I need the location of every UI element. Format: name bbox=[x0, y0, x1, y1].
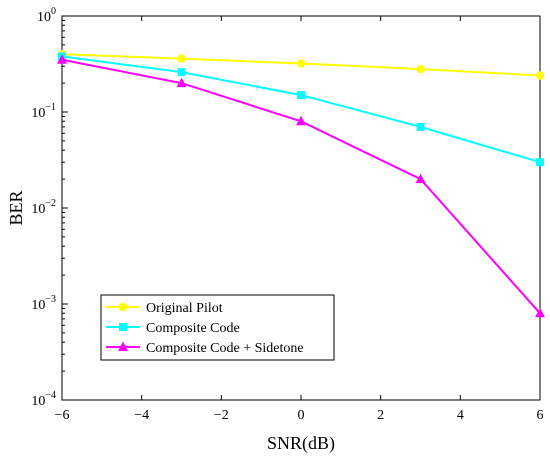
y-tick-label: 10−4 bbox=[31, 390, 56, 409]
y-tick-exponent: 0 bbox=[51, 6, 56, 17]
y-tick-exponent: −2 bbox=[45, 198, 56, 209]
series-layer bbox=[57, 50, 545, 318]
y-tick-base: 10 bbox=[31, 394, 45, 409]
y-tick-label: 10−3 bbox=[31, 294, 56, 313]
data-point bbox=[416, 64, 425, 74]
y-tick-label: 10−1 bbox=[31, 102, 56, 121]
data-point bbox=[535, 71, 545, 80]
series-group bbox=[57, 54, 545, 318]
y-axis-label: BER bbox=[6, 190, 26, 225]
data-point bbox=[177, 54, 186, 63]
data-point bbox=[535, 307, 545, 318]
y-tick-base: 10 bbox=[37, 10, 51, 25]
x-axis-ticks: −6 −4 −2 0 2 4 6 bbox=[55, 16, 544, 423]
legend: Original Pilot Composite Code Composite Co… bbox=[100, 294, 335, 361]
data-point bbox=[297, 91, 305, 100]
y-tick-label: 10−2 bbox=[31, 198, 56, 217]
legend-label: Composite Code bbox=[146, 321, 240, 336]
x-tick-label: 2 bbox=[377, 408, 384, 423]
data-point bbox=[176, 77, 187, 88]
x-tick-label: −4 bbox=[134, 408, 149, 423]
y-tick-label: 100 bbox=[37, 6, 56, 25]
legend-label: Original Pilot bbox=[146, 301, 223, 316]
data-point bbox=[57, 54, 67, 64]
y-tick-base: 10 bbox=[31, 106, 45, 121]
series-group bbox=[57, 50, 545, 80]
data-point bbox=[296, 59, 306, 68]
x-axis-label: SNR(dB) bbox=[267, 433, 335, 454]
data-point bbox=[416, 122, 425, 131]
series-group bbox=[58, 52, 544, 167]
x-tick-label: 0 bbox=[298, 408, 305, 423]
x-tick-label: 4 bbox=[457, 408, 464, 423]
legend-swatch-marker bbox=[118, 302, 128, 312]
y-tick-exponent: −4 bbox=[45, 390, 56, 401]
legend-box bbox=[100, 294, 335, 361]
x-tick-label: −6 bbox=[55, 408, 70, 423]
data-point bbox=[296, 115, 306, 126]
legend-swatch-marker bbox=[118, 341, 128, 351]
data-point bbox=[536, 158, 544, 167]
data-point bbox=[415, 173, 426, 184]
legend-swatch-marker bbox=[119, 323, 127, 331]
y-tick-exponent: −3 bbox=[45, 294, 56, 305]
data-point bbox=[177, 68, 186, 77]
y-tick-base: 10 bbox=[31, 202, 45, 217]
x-tick-label: −2 bbox=[214, 408, 229, 423]
y-tick-base: 10 bbox=[31, 298, 45, 313]
x-tick-label: 6 bbox=[537, 408, 544, 423]
y-tick-exponent: −1 bbox=[45, 102, 56, 113]
legend-label: Composite Code + Sidetone bbox=[146, 341, 304, 356]
